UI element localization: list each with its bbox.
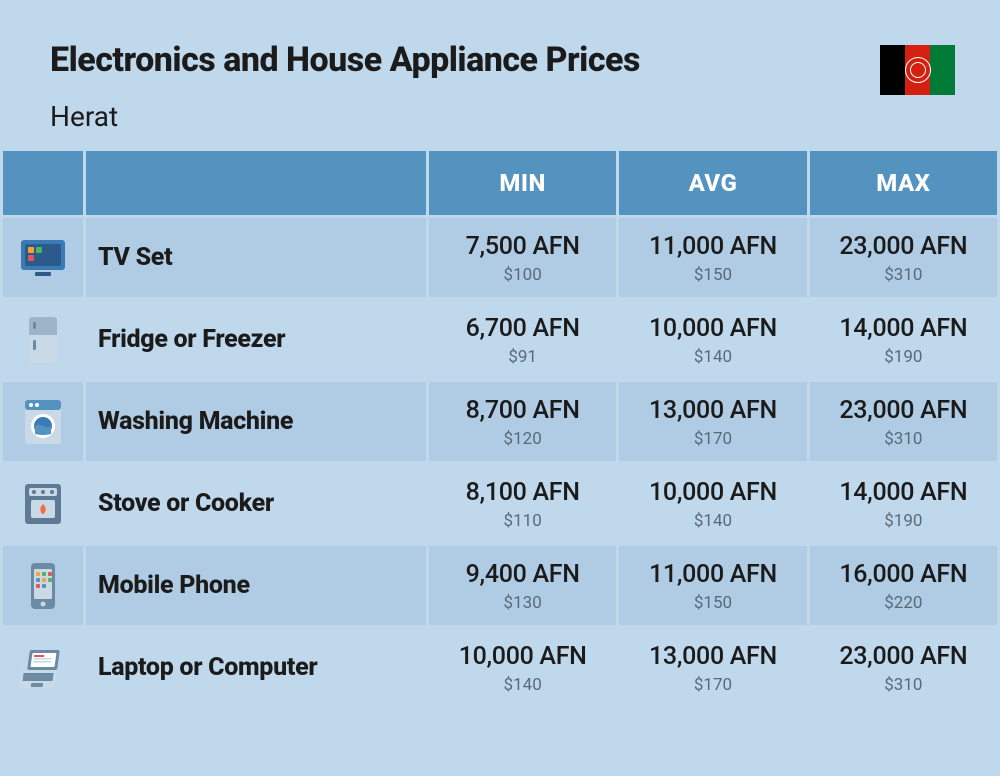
price-min: 7,500 AFN $100	[429, 218, 616, 297]
col-header-icon	[3, 151, 83, 215]
price-usd: $150	[619, 593, 806, 613]
price-usd: $150	[619, 265, 806, 285]
price-usd: $110	[429, 511, 616, 531]
price-usd: $130	[429, 593, 616, 613]
page-container: Electronics and House Appliance Prices H…	[0, 0, 1000, 776]
table-header-row: MIN AVG MAX	[3, 151, 997, 215]
price-afn: 14,000 AFN	[810, 478, 997, 507]
price-afn: 9,400 AFN	[429, 560, 616, 589]
header: Electronics and House Appliance Prices H…	[0, 0, 1000, 148]
price-max: 23,000 AFN $310	[810, 628, 997, 707]
price-avg: 11,000 AFN $150	[619, 546, 806, 625]
price-usd: $190	[810, 347, 997, 367]
price-afn: 10,000 AFN	[619, 314, 806, 343]
laptop-icon	[17, 642, 69, 694]
appliance-icon-cell	[3, 382, 83, 461]
price-afn: 23,000 AFN	[810, 232, 997, 261]
price-avg: 13,000 AFN $170	[619, 628, 806, 707]
table-row: Stove or Cooker 8,100 AFN $110 10,000 AF…	[3, 464, 997, 543]
washer-icon	[17, 396, 69, 448]
country-flag-icon	[880, 45, 955, 95]
price-max: 23,000 AFN $310	[810, 382, 997, 461]
price-min: 10,000 AFN $140	[429, 628, 616, 707]
price-afn: 8,100 AFN	[429, 478, 616, 507]
price-usd: $310	[810, 429, 997, 449]
price-max: 16,000 AFN $220	[810, 546, 997, 625]
appliance-icon-cell	[3, 218, 83, 297]
col-header-min: MIN	[429, 151, 616, 215]
col-header-avg: AVG	[619, 151, 806, 215]
price-avg: 10,000 AFN $140	[619, 464, 806, 543]
price-afn: 6,700 AFN	[429, 314, 616, 343]
appliance-name: Stove or Cooker	[86, 464, 426, 543]
flag-stripe-black	[880, 45, 905, 95]
appliance-icon-cell	[3, 300, 83, 379]
price-afn: 23,000 AFN	[810, 642, 997, 671]
appliance-name: Washing Machine	[86, 382, 426, 461]
table-row: TV Set 7,500 AFN $100 11,000 AFN $150 23…	[3, 218, 997, 297]
flag-emblem-icon	[905, 57, 931, 83]
price-afn: 14,000 AFN	[810, 314, 997, 343]
price-afn: 8,700 AFN	[429, 396, 616, 425]
appliance-name: Mobile Phone	[86, 546, 426, 625]
flag-stripe-green	[930, 45, 955, 95]
fridge-icon	[17, 314, 69, 366]
price-afn: 7,500 AFN	[429, 232, 616, 261]
price-afn: 11,000 AFN	[619, 560, 806, 589]
price-afn: 10,000 AFN	[619, 478, 806, 507]
table-row: Fridge or Freezer 6,700 AFN $91 10,000 A…	[3, 300, 997, 379]
price-usd: $120	[429, 429, 616, 449]
price-afn: 11,000 AFN	[619, 232, 806, 261]
price-afn: 23,000 AFN	[810, 396, 997, 425]
price-usd: $140	[619, 511, 806, 531]
price-min: 6,700 AFN $91	[429, 300, 616, 379]
price-usd: $170	[619, 675, 806, 695]
stove-icon	[17, 478, 69, 530]
price-max: 14,000 AFN $190	[810, 464, 997, 543]
col-header-max: MAX	[810, 151, 997, 215]
price-usd: $190	[810, 511, 997, 531]
price-min: 8,100 AFN $110	[429, 464, 616, 543]
price-avg: 13,000 AFN $170	[619, 382, 806, 461]
appliance-name: Laptop or Computer	[86, 628, 426, 707]
price-usd: $140	[619, 347, 806, 367]
price-usd: $310	[810, 265, 997, 285]
appliance-name: TV Set	[86, 218, 426, 297]
price-afn: 10,000 AFN	[429, 642, 616, 671]
table-row: Laptop or Computer 10,000 AFN $140 13,00…	[3, 628, 997, 707]
price-avg: 11,000 AFN $150	[619, 218, 806, 297]
table-row: Mobile Phone 9,400 AFN $130 11,000 AFN $…	[3, 546, 997, 625]
appliance-name: Fridge or Freezer	[86, 300, 426, 379]
phone-icon	[17, 560, 69, 612]
col-header-name	[86, 151, 426, 215]
page-title: Electronics and House Appliance Prices	[50, 40, 950, 80]
appliance-icon-cell	[3, 464, 83, 543]
tv-icon	[17, 232, 69, 284]
price-table: MIN AVG MAX TV Set 7,500 AFN $100 11,000…	[0, 148, 1000, 710]
price-usd: $100	[429, 265, 616, 285]
table-row: Washing Machine 8,700 AFN $120 13,000 AF…	[3, 382, 997, 461]
flag-stripe-red	[905, 45, 930, 95]
price-max: 14,000 AFN $190	[810, 300, 997, 379]
price-usd: $170	[619, 429, 806, 449]
price-afn: 13,000 AFN	[619, 396, 806, 425]
price-afn: 13,000 AFN	[619, 642, 806, 671]
appliance-icon-cell	[3, 628, 83, 707]
price-max: 23,000 AFN $310	[810, 218, 997, 297]
price-usd: $91	[429, 347, 616, 367]
price-usd: $220	[810, 593, 997, 613]
appliance-icon-cell	[3, 546, 83, 625]
price-usd: $310	[810, 675, 997, 695]
price-avg: 10,000 AFN $140	[619, 300, 806, 379]
price-afn: 16,000 AFN	[810, 560, 997, 589]
price-min: 9,400 AFN $130	[429, 546, 616, 625]
price-usd: $140	[429, 675, 616, 695]
location-subtitle: Herat	[50, 100, 950, 133]
price-min: 8,700 AFN $120	[429, 382, 616, 461]
